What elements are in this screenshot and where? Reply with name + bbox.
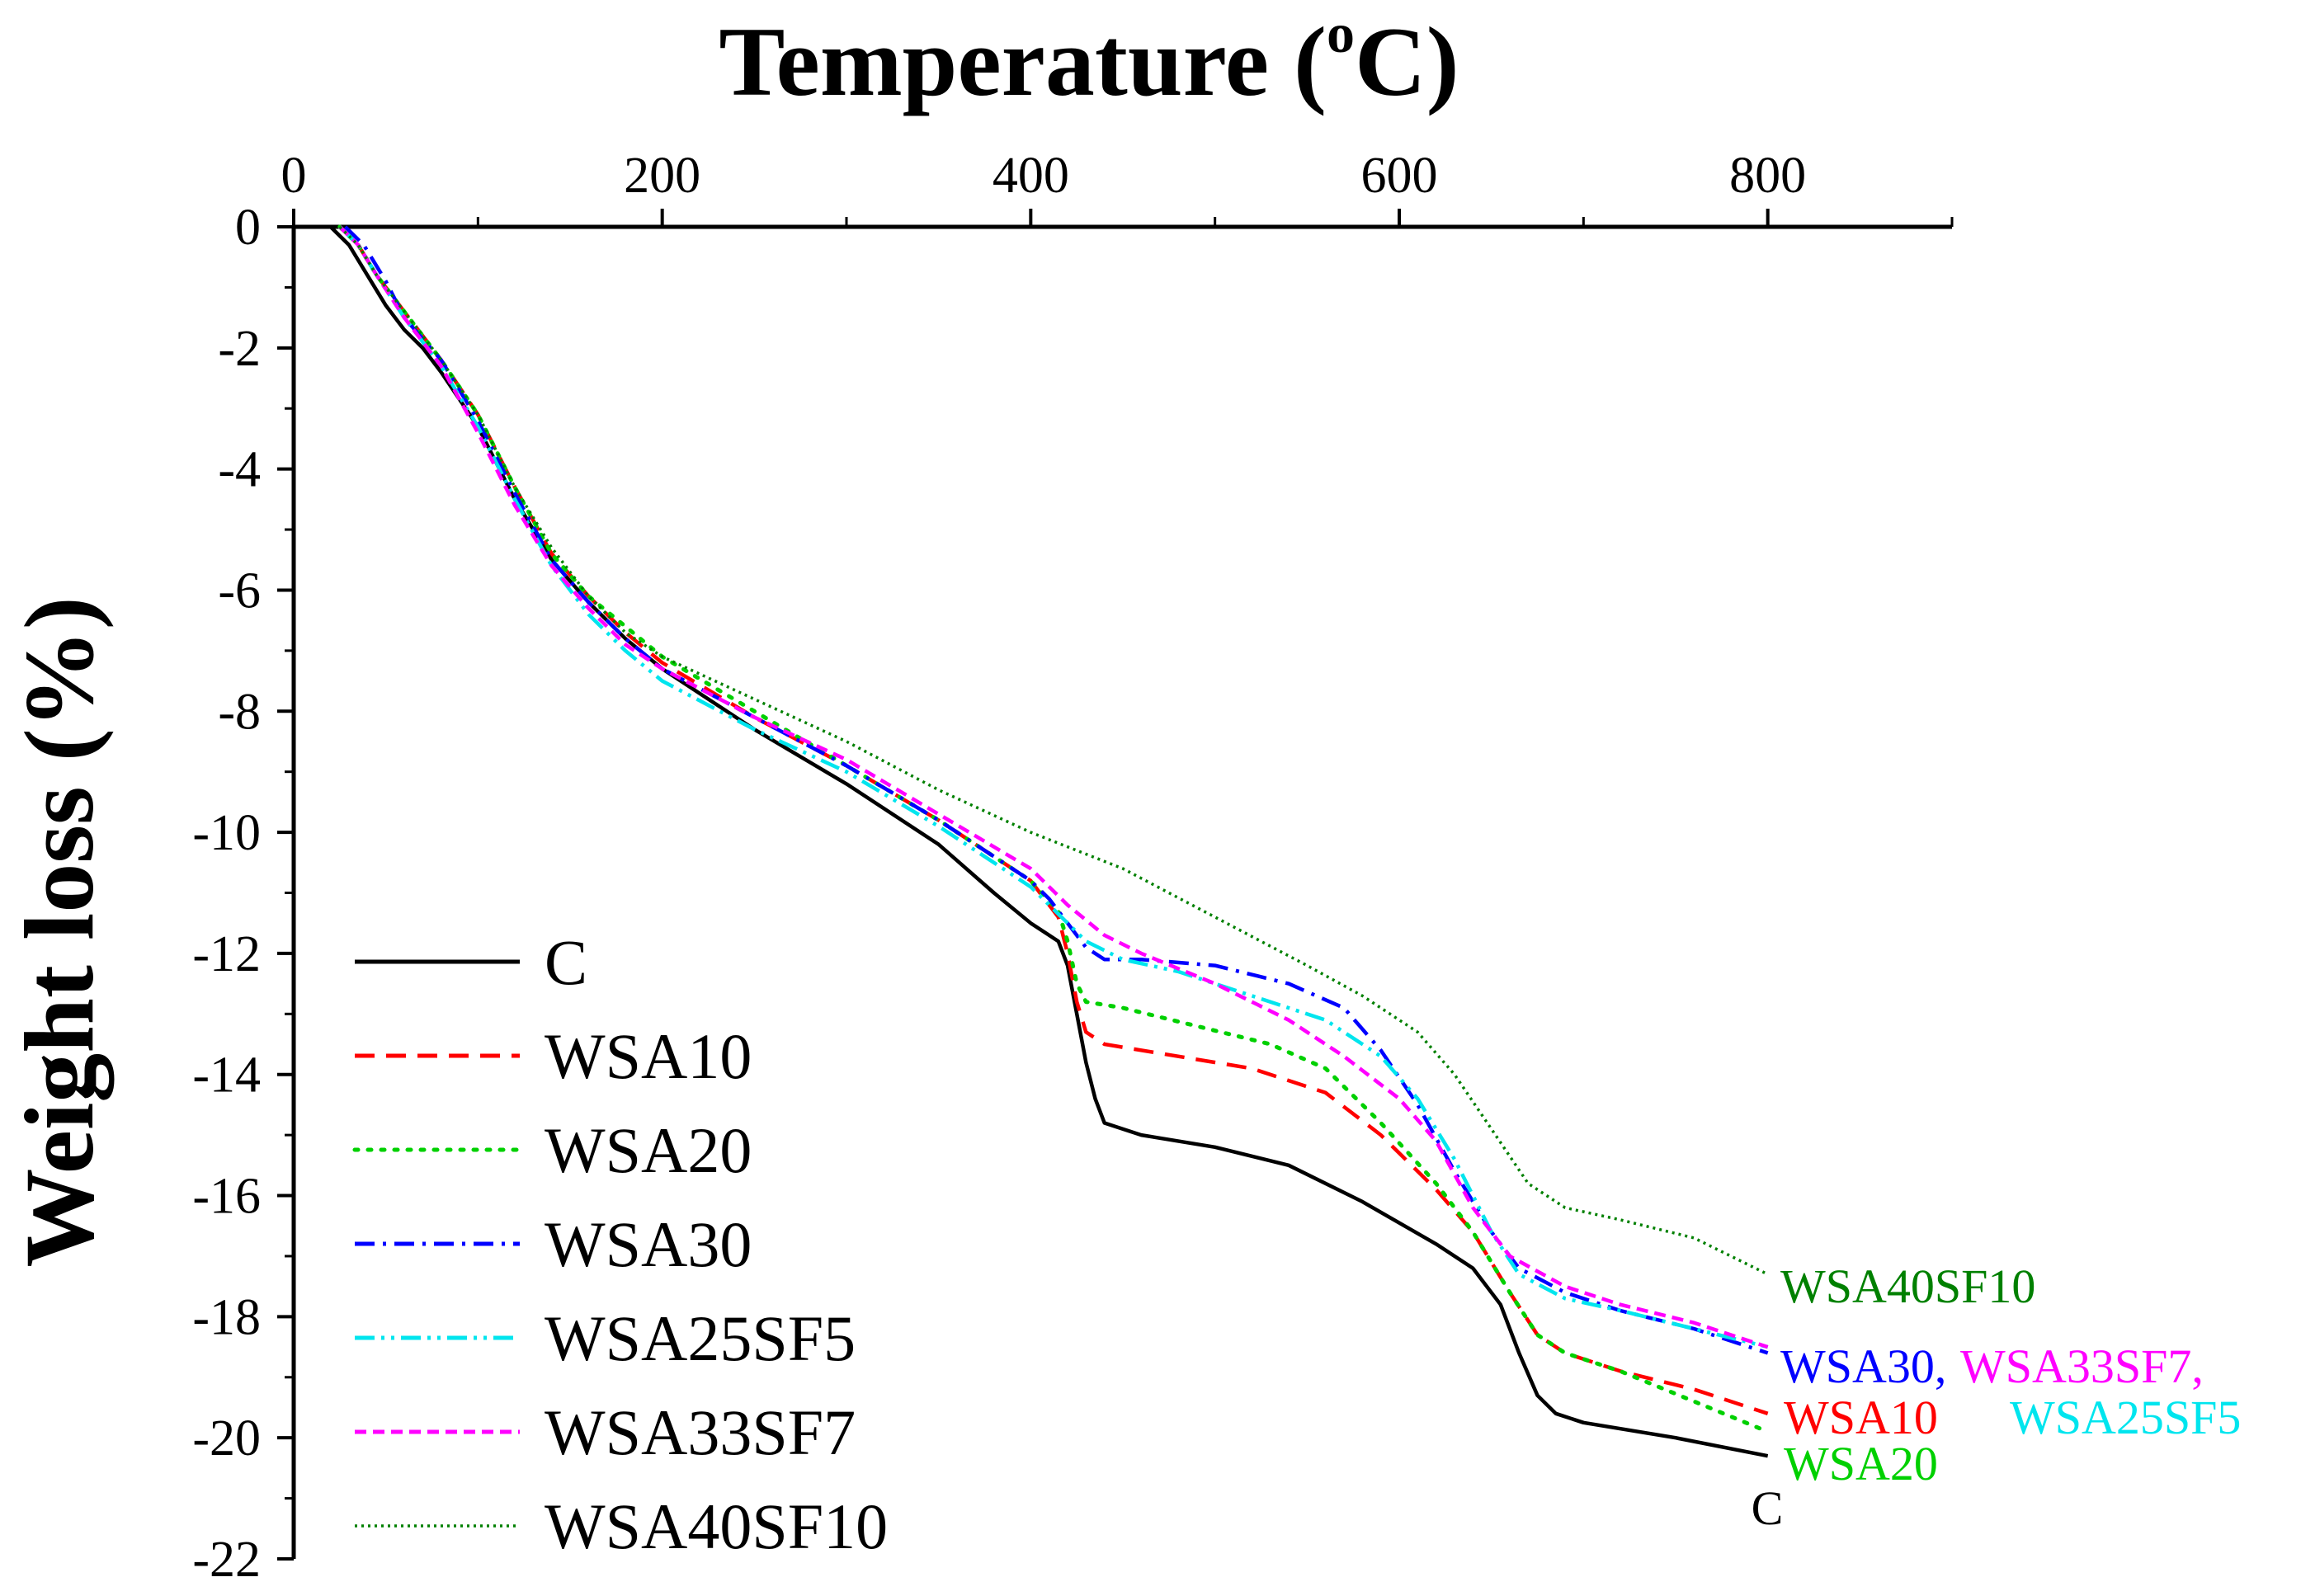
legend-label-wsa10: WSA10: [545, 1020, 752, 1092]
axes: 0 200 400 600 800 0 -2 -4 -6 -8 -10 -12 -14 -16 -18 -2…: [192, 148, 1954, 1588]
end-label-wsa33sf7: WSA33SF7,: [1960, 1339, 2204, 1393]
y-tick-label: -6: [218, 563, 261, 619]
legend: C WSA10 WSA20 WSA30 WSA25SF5 WSA33SF7 WSA40SF1…: [352, 926, 888, 1562]
x-axis-title-main: Temperature (: [719, 7, 1327, 116]
y-tick-label: -2: [218, 321, 261, 377]
x-ticks: 0 200 400 600 800: [281, 148, 1954, 227]
y-tick-label: -20: [192, 1410, 261, 1467]
x-axis-title-end: C): [1355, 7, 1459, 116]
y-axis-title: Weight loss (%): [4, 596, 115, 1267]
y-tick-label: -10: [192, 805, 261, 861]
legend-label-c: C: [545, 926, 587, 998]
y-tick-label: 0: [235, 200, 261, 256]
series-line-c: [329, 225, 1769, 1458]
legend-label-wsa20: WSA20: [545, 1114, 752, 1186]
y-tick-label: -22: [192, 1532, 261, 1588]
legend-label-wsa40sf10: WSA40SF10: [545, 1490, 888, 1562]
y-tick-label: -12: [192, 926, 261, 982]
legend-label-wsa25sf5: WSA25SF5: [545, 1302, 856, 1374]
y-tick-label: -8: [218, 684, 261, 740]
series-line-wsa40sf10: [338, 225, 1769, 1276]
series-line-wsa10: [338, 225, 1769, 1415]
legend-label-wsa30: WSA30: [545, 1208, 752, 1280]
series-line-wsa33sf7: [338, 225, 1769, 1349]
series-group: [329, 224, 1771, 1458]
y-ticks: 0 -2 -4 -6 -8 -10 -12 -14 -16 -18 -20 -22: [192, 200, 294, 1588]
end-label-wsa10: WSA10: [1784, 1391, 1938, 1444]
end-label-wsa30: WSA30,: [1780, 1339, 1946, 1393]
end-label-wsa40sf10: WSA40SF10: [1780, 1259, 2035, 1313]
end-label-wsa25sf5: WSA25SF5: [2010, 1391, 2241, 1444]
x-tick-label: 600: [1361, 148, 1438, 204]
x-tick-label: 400: [993, 148, 1069, 204]
y-tick-label: -16: [192, 1169, 261, 1225]
x-tick-label: 0: [281, 148, 307, 204]
legend-label-wsa33sf7: WSA33SF7: [545, 1396, 856, 1468]
x-axis-title-superscript: o: [1327, 2, 1355, 64]
x-tick-label: 200: [624, 148, 700, 204]
series-line-wsa20: [337, 224, 1771, 1434]
y-tick-label: -4: [218, 442, 261, 498]
end-label-c: C: [1752, 1481, 1784, 1535]
end-label-wsa20: WSA20: [1784, 1437, 1938, 1490]
x-axis-title: Temperature (oC): [719, 2, 1459, 116]
y-tick-label: -18: [192, 1289, 261, 1345]
x-tick-label: 800: [1729, 148, 1806, 204]
y-tick-label: -14: [192, 1048, 261, 1104]
